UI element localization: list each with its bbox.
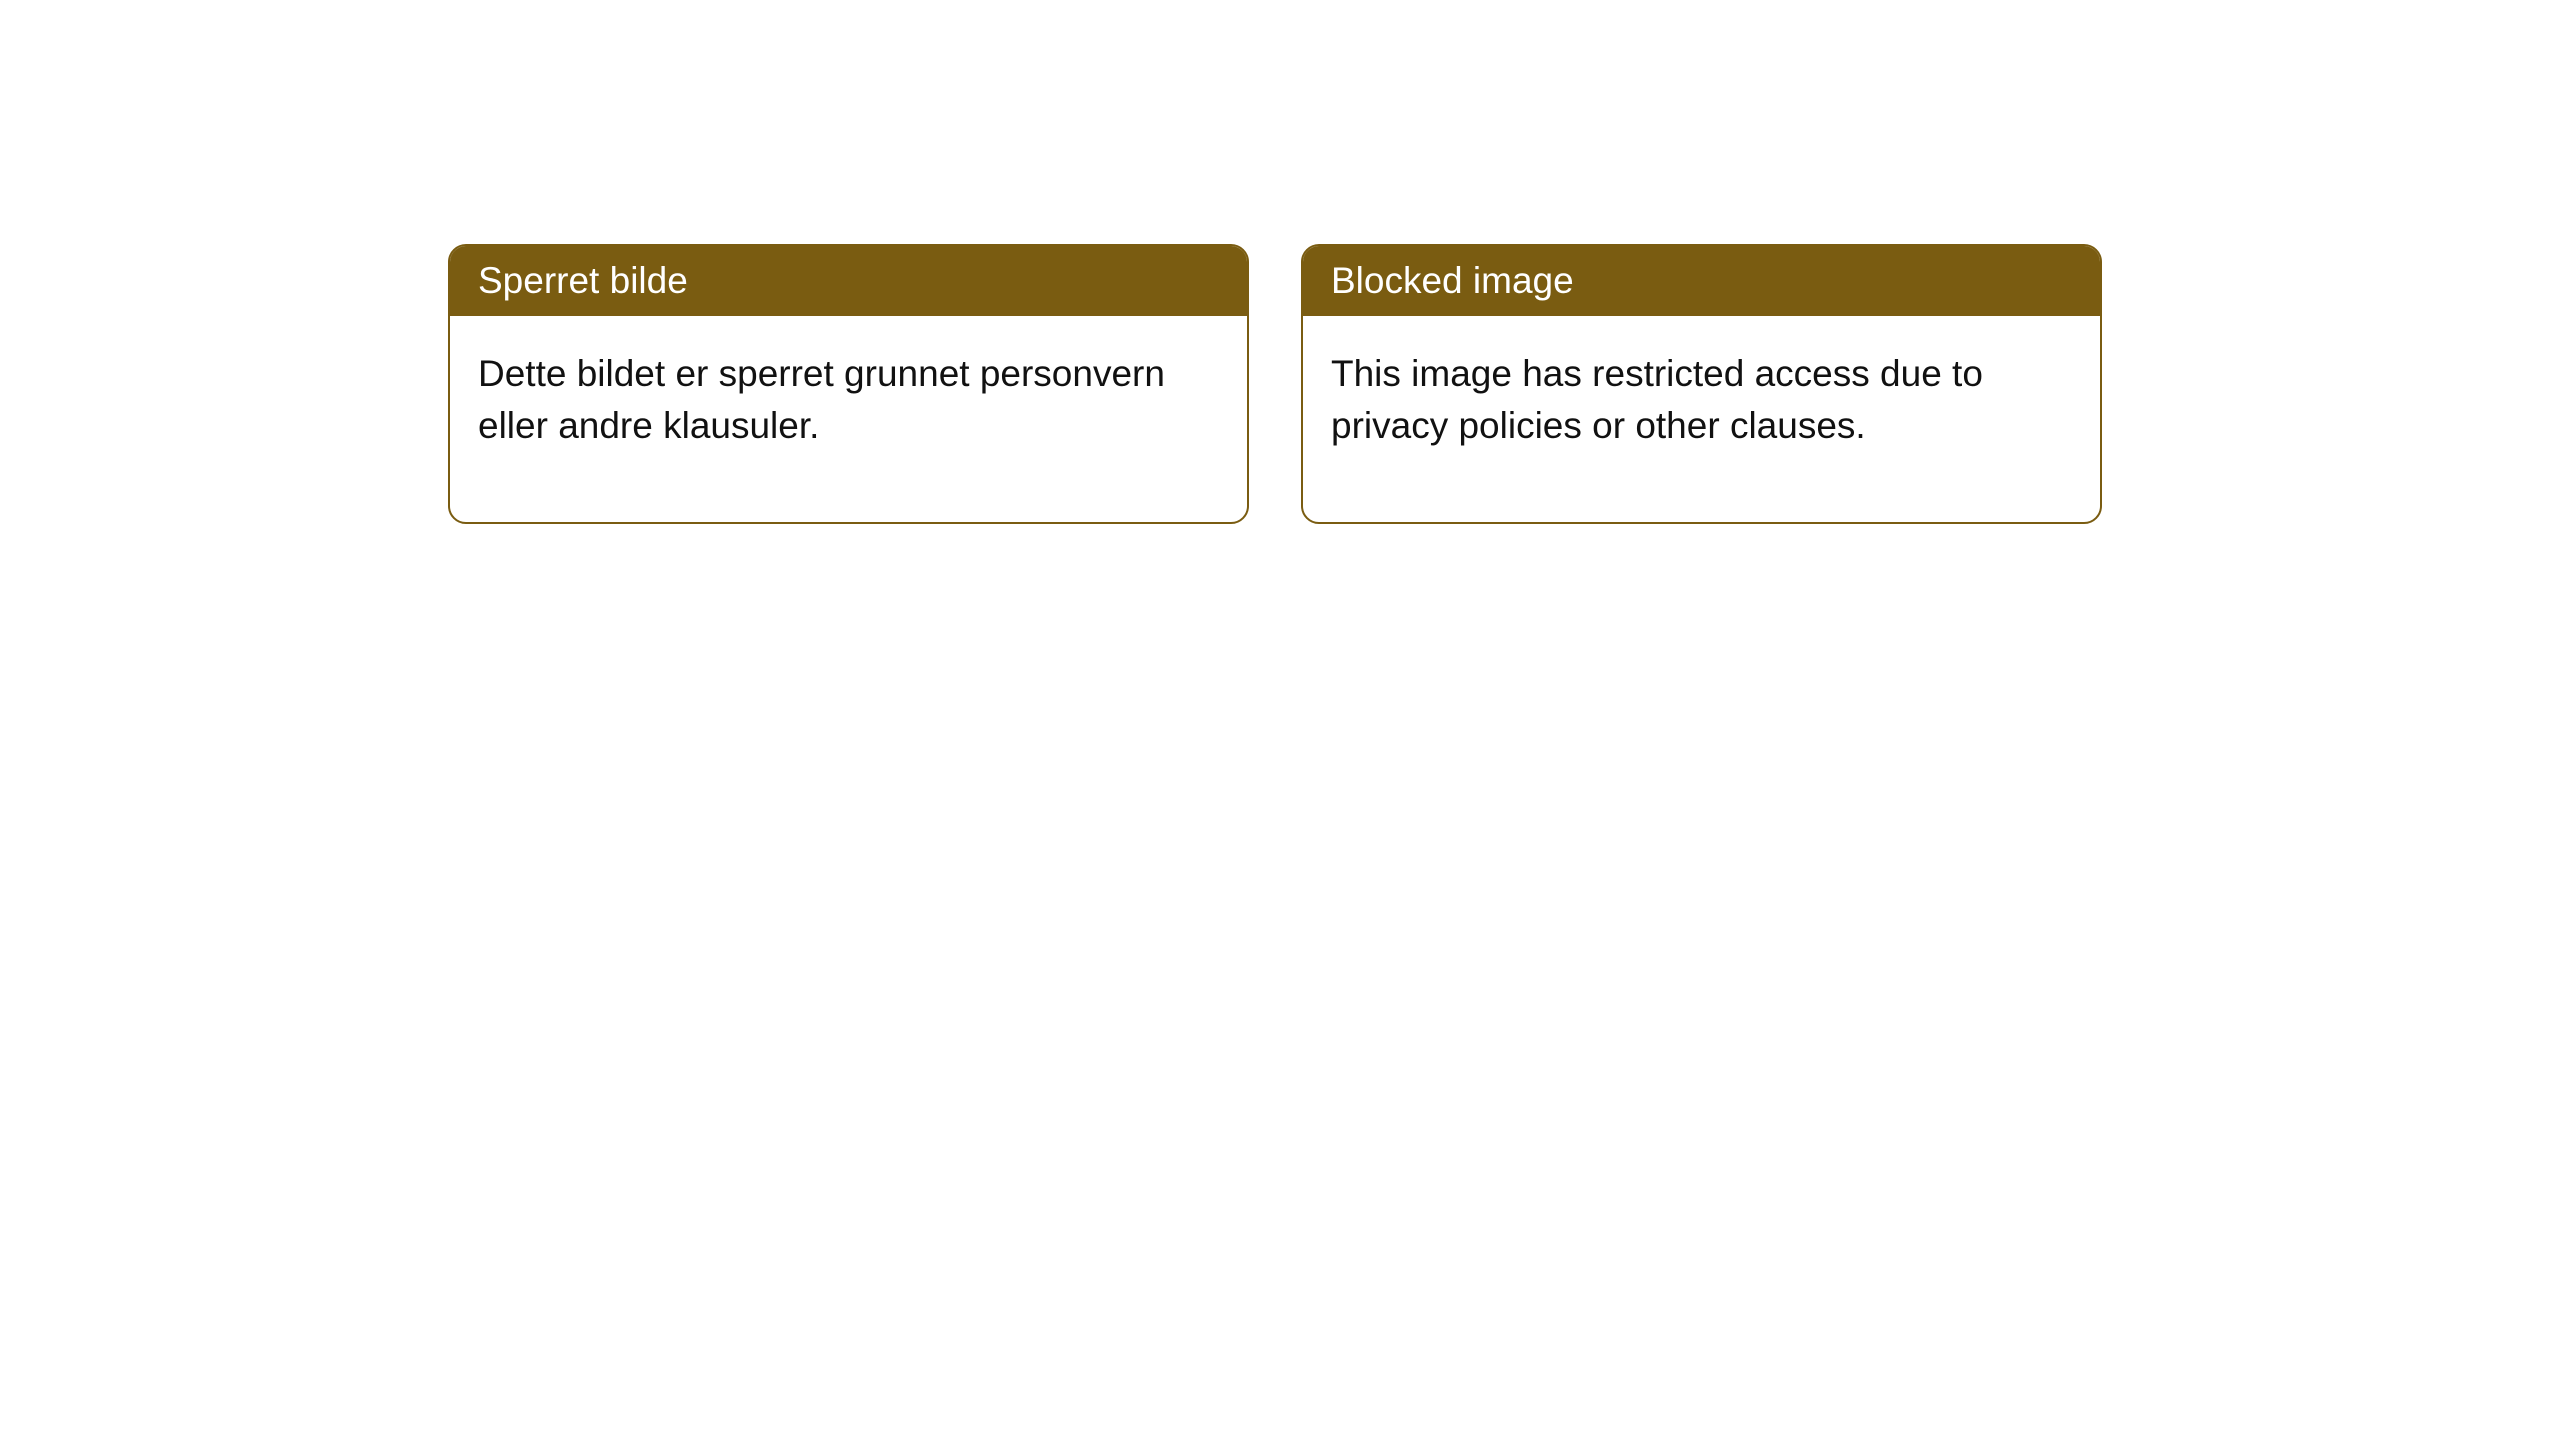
notice-title-english: Blocked image [1331, 260, 1574, 301]
notice-text-norwegian: Dette bildet er sperret grunnet personve… [478, 353, 1165, 446]
notice-header-english: Blocked image [1303, 246, 2100, 316]
notice-body-norwegian: Dette bildet er sperret grunnet personve… [450, 316, 1247, 522]
notice-box-norwegian: Sperret bilde Dette bildet er sperret gr… [448, 244, 1249, 524]
notice-title-norwegian: Sperret bilde [478, 260, 688, 301]
notice-text-english: This image has restricted access due to … [1331, 353, 1983, 446]
notice-container: Sperret bilde Dette bildet er sperret gr… [448, 244, 2102, 524]
notice-body-english: This image has restricted access due to … [1303, 316, 2100, 522]
notice-header-norwegian: Sperret bilde [450, 246, 1247, 316]
notice-box-english: Blocked image This image has restricted … [1301, 244, 2102, 524]
